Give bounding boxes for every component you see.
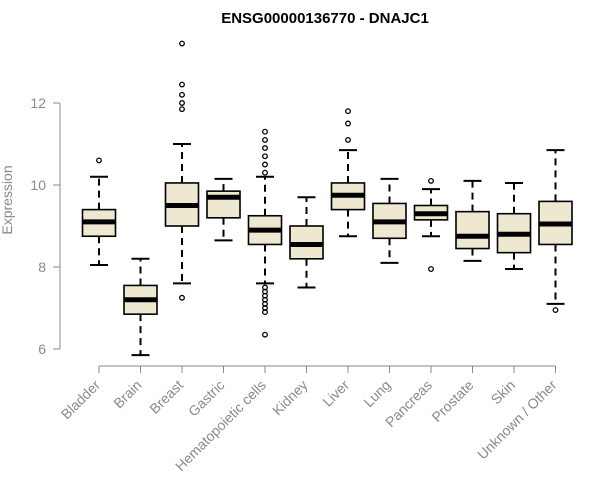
plot-area (81, 40, 573, 357)
y-tick-label: 10 (30, 177, 46, 193)
y-axis: 6 8 10 12 (30, 95, 61, 357)
outlier-point (96, 157, 102, 164)
box-group (123, 257, 158, 357)
y-tick-label: 8 (38, 259, 46, 275)
box-group (81, 157, 117, 266)
box-group (538, 149, 573, 313)
x-tick-label: Brain (110, 377, 144, 411)
x-tick-label: Breast (146, 377, 186, 417)
x-tick-label: Prostate (428, 377, 476, 425)
x-tick-label: Bladder (58, 377, 104, 423)
outlier-point (179, 91, 185, 98)
x-tick-label: Skin (488, 377, 519, 408)
outlier-point (179, 40, 185, 47)
outlier-point (262, 169, 268, 176)
box-group (372, 177, 407, 264)
outlier-point (179, 100, 185, 106)
x-tick-label: Kidney (269, 377, 311, 419)
outlier-point (345, 108, 351, 115)
box-group (247, 128, 283, 338)
outlier-point (262, 153, 268, 160)
x-tick-label: Liver (319, 377, 352, 410)
outlier-point (428, 266, 434, 272)
box-group (496, 181, 532, 271)
outlier-point (552, 307, 559, 313)
outlier-point (262, 161, 268, 168)
outlier-point (262, 145, 268, 152)
outlier-point (179, 106, 185, 113)
outlier-point (428, 177, 434, 184)
outlier-point (262, 284, 268, 291)
outlier-point (262, 136, 268, 143)
y-tick-label: 12 (30, 95, 46, 111)
box-group (413, 177, 449, 272)
box-group (164, 40, 200, 301)
outlier-point (262, 331, 268, 338)
box-group (455, 179, 490, 262)
box-group (206, 177, 241, 242)
x-tick-label: Unknown / Other (474, 377, 560, 463)
outlier-point (262, 128, 268, 135)
chart-title: ENSG00000136770 - DNAJC1 (221, 10, 429, 27)
box-group (289, 196, 324, 289)
box-group (330, 108, 366, 238)
outlier-point (179, 81, 185, 88)
y-tick-label: 6 (38, 341, 46, 357)
y-axis-label: Expression (0, 165, 15, 234)
outlier-point (345, 120, 351, 127)
outlier-point (179, 294, 185, 301)
x-tick-label: Lung (360, 377, 393, 410)
box (455, 210, 490, 250)
outlier-point (345, 136, 351, 143)
